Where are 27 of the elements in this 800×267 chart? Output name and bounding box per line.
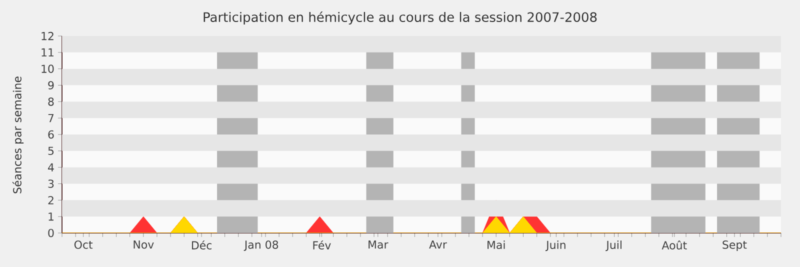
y-tick-label: 4 (48, 163, 54, 172)
x-tick-label: Fév (313, 240, 331, 250)
y-tick-label: 10 (42, 64, 54, 73)
x-tick-label: Nov (134, 240, 154, 249)
y-tick-label: 6 (48, 130, 54, 139)
x-tick-label: Mai (488, 240, 505, 250)
y-tick-label: 3 (48, 180, 54, 188)
x-tick-label: Avr (429, 240, 447, 249)
x-tick-label: Sept (722, 240, 747, 251)
y-tick-label: 2 (48, 196, 54, 204)
y-tick-label: 1 (48, 212, 54, 221)
x-tick-label: Oct (74, 240, 93, 249)
y-axis-title: Séances par semaine (12, 76, 24, 194)
x-tick-label: Déc (192, 240, 212, 250)
y-tick-label: 8 (48, 98, 54, 106)
x-tick-label: Mar (368, 240, 388, 249)
y-tick-label: 11 (42, 48, 54, 56)
x-tick-label: Août (662, 240, 687, 250)
y-tick-label: 9 (48, 81, 54, 90)
y-tick-label: 12 (42, 32, 54, 40)
x-tick-label: Juin (546, 240, 566, 252)
x-tick-label: Juil (606, 240, 622, 252)
chart-title: Participation en hémicycle au cours de la session 2007-2008 (204, 11, 597, 25)
y-tick-label: 7 (48, 114, 54, 122)
y-tick-label: 0 (48, 228, 54, 238)
y-tick-label: 5 (48, 146, 54, 155)
x-tick-label: Jan 08 (244, 240, 278, 251)
